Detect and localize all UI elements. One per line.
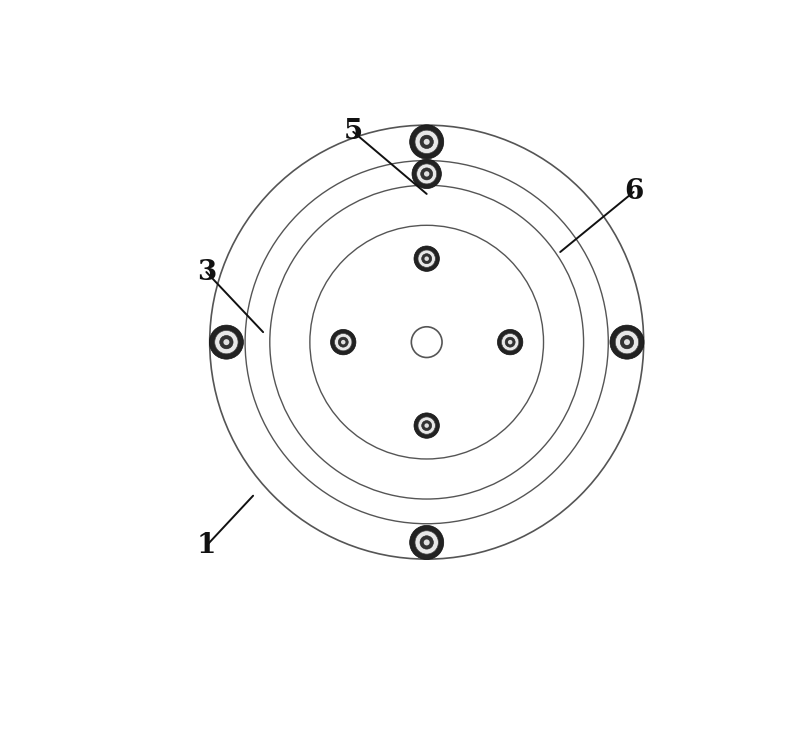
Circle shape	[424, 171, 430, 177]
Circle shape	[424, 539, 430, 545]
Circle shape	[418, 417, 435, 434]
Text: 1: 1	[197, 532, 216, 559]
Circle shape	[412, 159, 442, 189]
Circle shape	[334, 333, 352, 351]
Text: 6: 6	[624, 178, 643, 206]
Circle shape	[210, 125, 644, 559]
Circle shape	[214, 330, 238, 354]
Circle shape	[421, 168, 433, 180]
Circle shape	[270, 185, 583, 499]
Circle shape	[415, 130, 438, 153]
Circle shape	[310, 226, 543, 459]
Circle shape	[411, 326, 442, 357]
Circle shape	[615, 330, 638, 354]
Circle shape	[415, 531, 438, 554]
Circle shape	[624, 339, 630, 345]
Circle shape	[424, 139, 430, 145]
Circle shape	[422, 421, 432, 430]
Circle shape	[330, 329, 356, 354]
Circle shape	[410, 525, 444, 559]
Circle shape	[418, 250, 435, 268]
Circle shape	[414, 413, 439, 439]
Circle shape	[505, 337, 515, 347]
Circle shape	[620, 335, 634, 349]
Circle shape	[410, 125, 444, 159]
Circle shape	[420, 135, 434, 149]
Circle shape	[425, 256, 429, 261]
Text: 5: 5	[344, 119, 363, 145]
Circle shape	[422, 254, 432, 264]
Circle shape	[341, 340, 346, 344]
Circle shape	[420, 536, 434, 549]
Circle shape	[414, 246, 439, 271]
Circle shape	[220, 335, 233, 349]
Circle shape	[502, 333, 519, 351]
Circle shape	[338, 337, 348, 347]
Circle shape	[417, 164, 437, 184]
Circle shape	[610, 325, 644, 359]
Circle shape	[498, 329, 523, 354]
Circle shape	[425, 423, 429, 428]
Circle shape	[508, 340, 512, 344]
Circle shape	[223, 339, 230, 345]
Text: 3: 3	[197, 259, 216, 285]
Circle shape	[210, 325, 243, 359]
Circle shape	[245, 161, 608, 524]
